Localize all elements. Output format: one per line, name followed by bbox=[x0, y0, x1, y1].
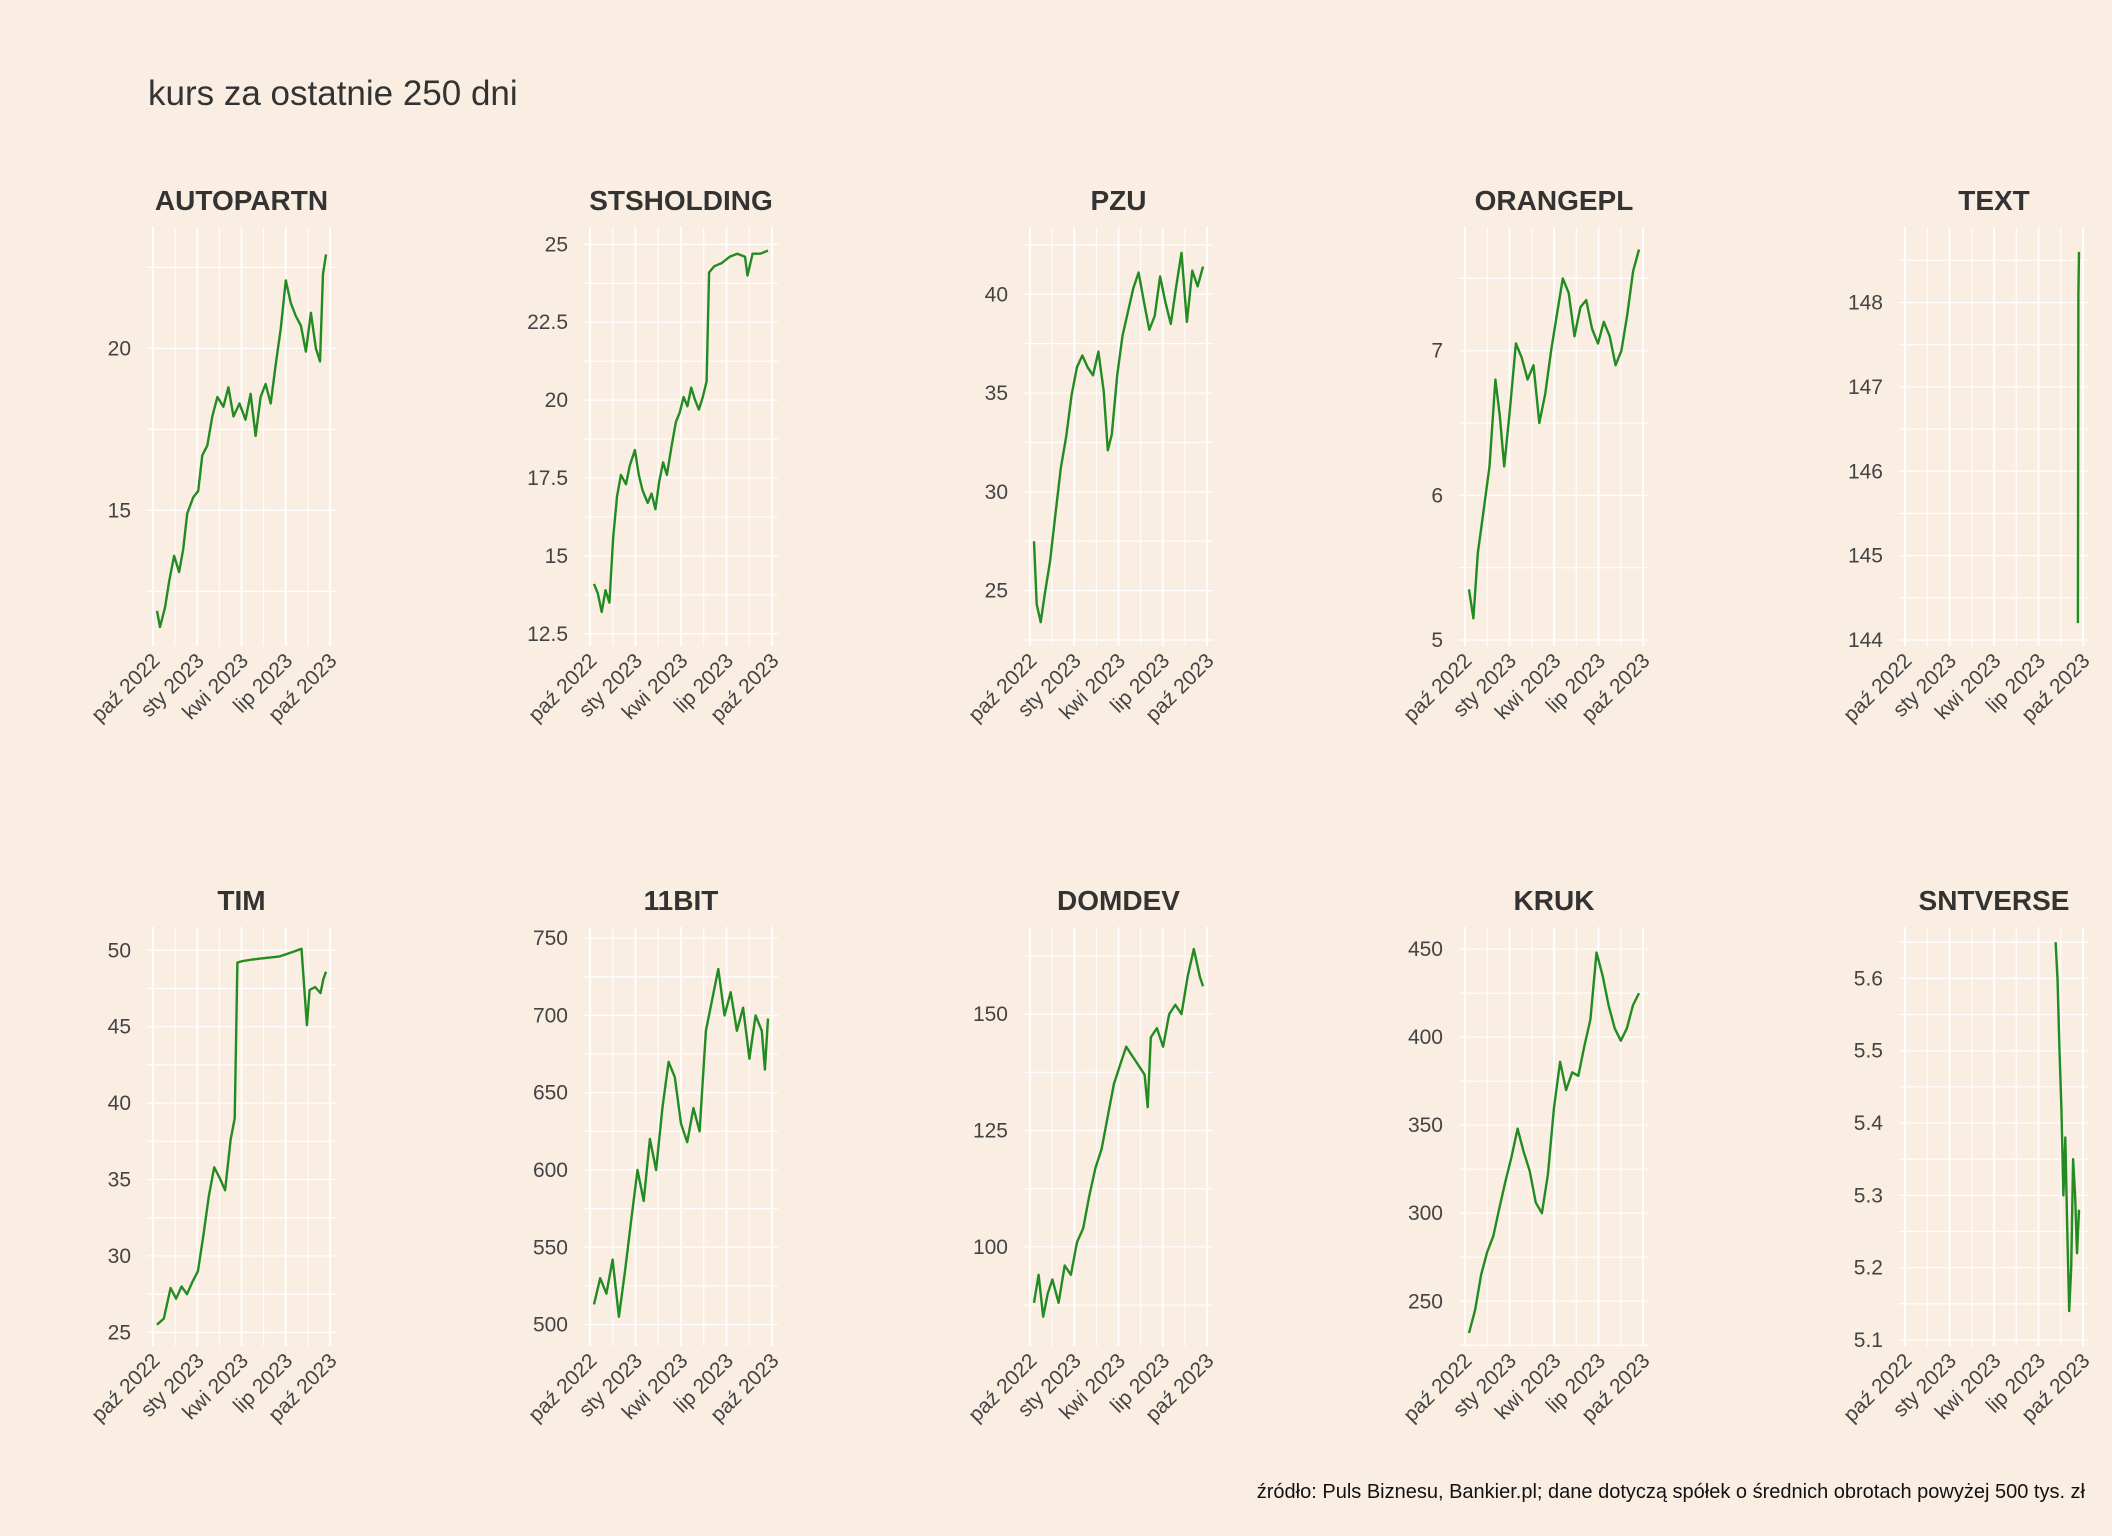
y-tick-label: 500 bbox=[533, 1314, 568, 1337]
y-tick-label: 145 bbox=[1848, 545, 1883, 568]
y-tick-label: 5.2 bbox=[1854, 1257, 1883, 1280]
series-line bbox=[155, 254, 328, 629]
y-tick-label: 700 bbox=[533, 1004, 568, 1027]
y-tick-label: 650 bbox=[533, 1082, 568, 1105]
y-tick-label: 15 bbox=[545, 545, 568, 568]
series-line bbox=[156, 947, 328, 1326]
y-tick-label: 30 bbox=[985, 481, 1008, 504]
y-tick-label: 22.5 bbox=[527, 311, 568, 334]
y-tick-label: 15 bbox=[108, 499, 131, 522]
panel-title: 11BIT bbox=[644, 885, 719, 916]
y-tick-label: 100 bbox=[973, 1236, 1008, 1259]
y-tick-label: 50 bbox=[108, 939, 131, 962]
y-tick-label: 7 bbox=[1431, 340, 1443, 363]
y-tick-label: 5.4 bbox=[1854, 1112, 1884, 1135]
y-tick-label: 35 bbox=[985, 382, 1008, 405]
series-line bbox=[1032, 251, 1205, 624]
y-tick-label: 45 bbox=[108, 1016, 131, 1039]
y-tick-label: 5.1 bbox=[1854, 1329, 1883, 1352]
page-title: kurs za ostatnie 250 dni bbox=[148, 74, 518, 113]
series-line bbox=[592, 249, 769, 614]
y-tick-label: 146 bbox=[1848, 460, 1883, 483]
y-tick-label: 5.3 bbox=[1854, 1184, 1883, 1207]
y-tick-label: 20 bbox=[545, 389, 568, 412]
y-tick-label: 17.5 bbox=[527, 467, 568, 490]
y-tick-label: 148 bbox=[1848, 292, 1883, 315]
panel-title: ORANGEPL bbox=[1475, 185, 1634, 216]
series-line bbox=[592, 967, 770, 1318]
y-tick-label: 35 bbox=[108, 1169, 131, 1192]
y-tick-label: 5.6 bbox=[1854, 967, 1883, 990]
series-line bbox=[2076, 251, 2081, 624]
y-tick-label: 450 bbox=[1408, 938, 1443, 961]
series-line bbox=[1467, 249, 1641, 620]
panel-title: STSHOLDING bbox=[589, 185, 773, 216]
y-tick-label: 550 bbox=[533, 1236, 568, 1259]
y-tick-label: 750 bbox=[533, 927, 568, 950]
panel-title: DOMDEV bbox=[1057, 885, 1180, 916]
panel-title: SNTVERSE bbox=[1919, 885, 2070, 916]
panel-title: AUTOPARTN bbox=[155, 185, 328, 216]
y-tick-label: 600 bbox=[533, 1159, 568, 1182]
series-line bbox=[1467, 951, 1641, 1334]
y-tick-label: 5.5 bbox=[1854, 1040, 1883, 1063]
y-tick-label: 400 bbox=[1408, 1026, 1443, 1049]
y-tick-label: 20 bbox=[108, 337, 131, 360]
y-tick-label: 5 bbox=[1431, 629, 1443, 652]
y-tick-label: 6 bbox=[1431, 484, 1443, 507]
y-tick-label: 300 bbox=[1408, 1202, 1443, 1225]
panel-title: TEXT bbox=[1958, 185, 2030, 216]
panel-title: KRUK bbox=[1514, 885, 1595, 916]
y-tick-label: 30 bbox=[108, 1245, 131, 1268]
panel-title: PZU bbox=[1091, 185, 1147, 216]
y-tick-label: 150 bbox=[973, 1003, 1008, 1026]
y-tick-label: 40 bbox=[985, 283, 1008, 306]
y-tick-label: 250 bbox=[1408, 1290, 1443, 1313]
panel-title: TIM bbox=[217, 885, 265, 916]
y-tick-label: 25 bbox=[545, 233, 568, 256]
source-caption: źródło: Puls Biznesu, Bankier.pl; dane d… bbox=[1256, 1481, 2085, 1503]
y-tick-label: 25 bbox=[108, 1321, 131, 1344]
y-tick-label: 25 bbox=[985, 580, 1008, 603]
y-tick-label: 144 bbox=[1848, 629, 1883, 652]
y-tick-label: 40 bbox=[108, 1092, 131, 1115]
series-line bbox=[2054, 942, 2081, 1313]
y-tick-label: 350 bbox=[1408, 1114, 1443, 1137]
y-tick-label: 12.5 bbox=[527, 623, 568, 646]
y-tick-label: 147 bbox=[1848, 376, 1883, 399]
y-tick-label: 125 bbox=[973, 1120, 1008, 1143]
series-line bbox=[1032, 947, 1205, 1318]
